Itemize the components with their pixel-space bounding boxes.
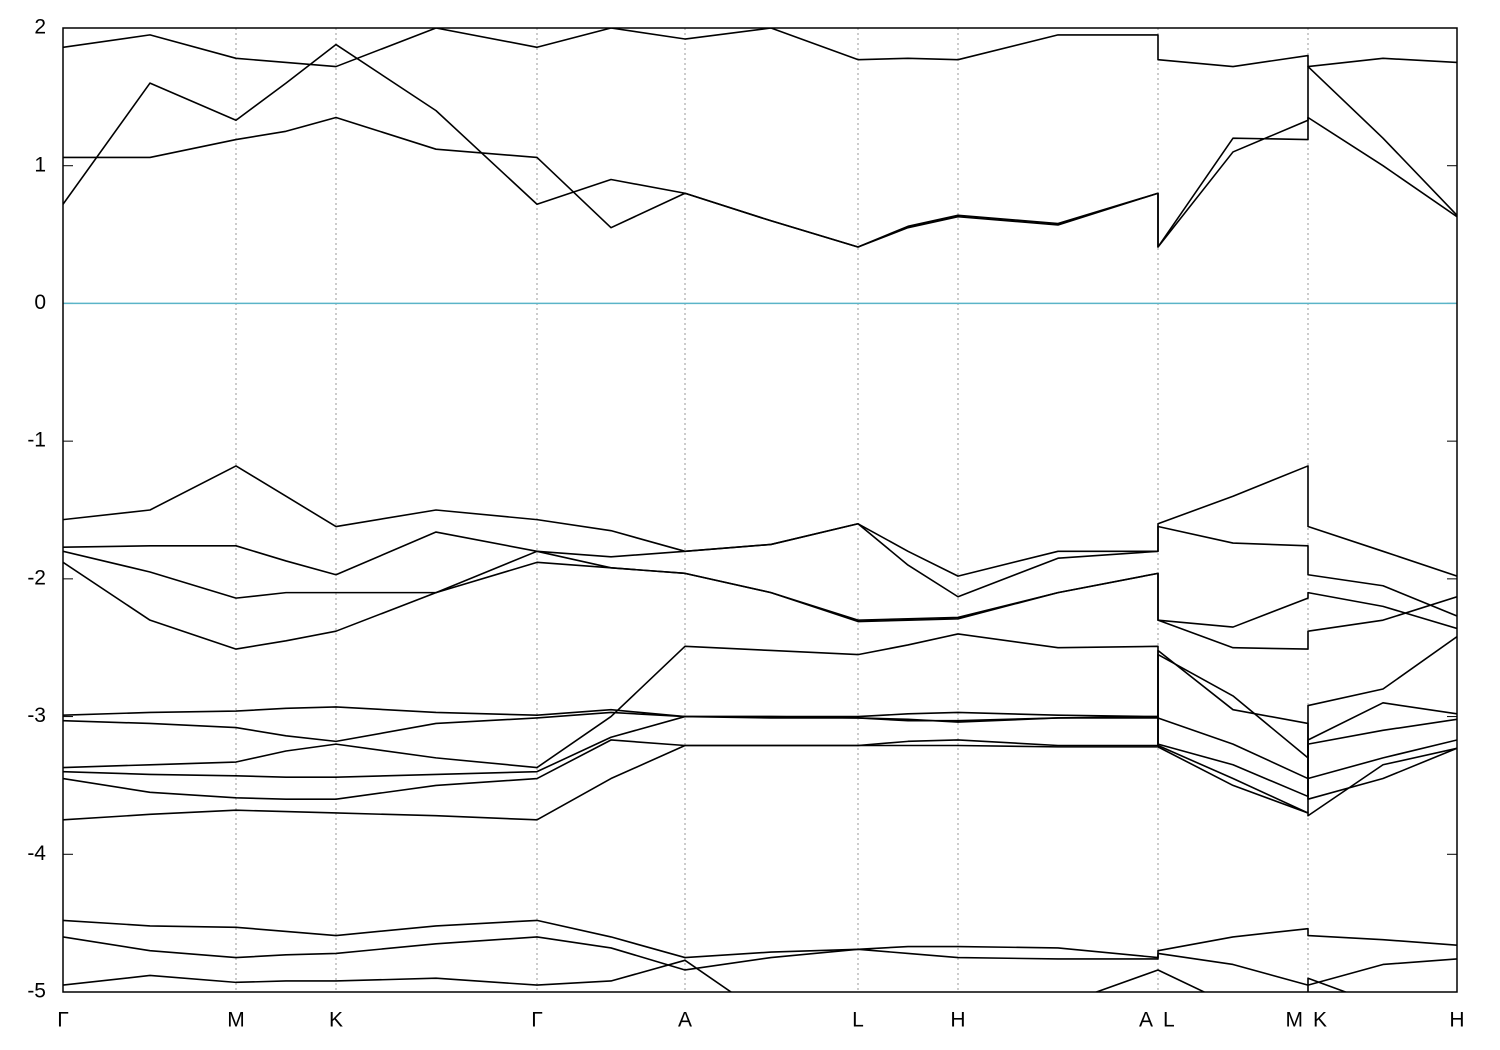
- band-line: [63, 636, 1457, 759]
- x-tick-label: A: [678, 1009, 692, 1032]
- x-tick-label: Γ: [531, 1009, 543, 1032]
- band-line: [63, 959, 1348, 992]
- x-tick-label: K: [1313, 1009, 1327, 1032]
- band-line: [63, 561, 1457, 650]
- x-tick-label: K: [329, 1009, 343, 1032]
- band-line: [63, 633, 1457, 798]
- band-line: [63, 702, 1457, 780]
- y-tick-label: -3: [27, 704, 46, 727]
- band-line: [63, 936, 1457, 986]
- band-line: [63, 465, 1457, 577]
- x-tick-label: H: [950, 1009, 965, 1032]
- x-tick-label: M: [227, 1009, 245, 1032]
- band-line: [63, 28, 1457, 68]
- y-tick-label: -4: [27, 842, 46, 865]
- y-tick-label: -1: [27, 429, 46, 452]
- band-line: [63, 65, 1457, 248]
- y-tick-label: -2: [27, 566, 46, 589]
- band-line: [63, 744, 1457, 821]
- band-line: [63, 715, 1457, 814]
- x-tick-label: M: [1286, 1009, 1304, 1032]
- y-tick-label: 2: [34, 16, 46, 39]
- plot-frame: [62, 27, 1458, 993]
- band-line: [63, 919, 1457, 959]
- x-tick-label: L: [1163, 1009, 1175, 1032]
- y-tick-label: 1: [34, 153, 46, 176]
- x-tick-label: A: [1139, 1009, 1153, 1032]
- grid: [62, 27, 1458, 993]
- x-tick-label: Γ: [57, 1009, 69, 1032]
- x-tick-label: H: [1449, 1009, 1464, 1032]
- band-line: [63, 522, 1457, 617]
- band-line: [63, 550, 1457, 630]
- y-tick-label: 0: [34, 291, 46, 314]
- y-tick-label: -5: [27, 980, 46, 1003]
- x-tick-label: L: [852, 1009, 864, 1032]
- bands: [63, 28, 1457, 992]
